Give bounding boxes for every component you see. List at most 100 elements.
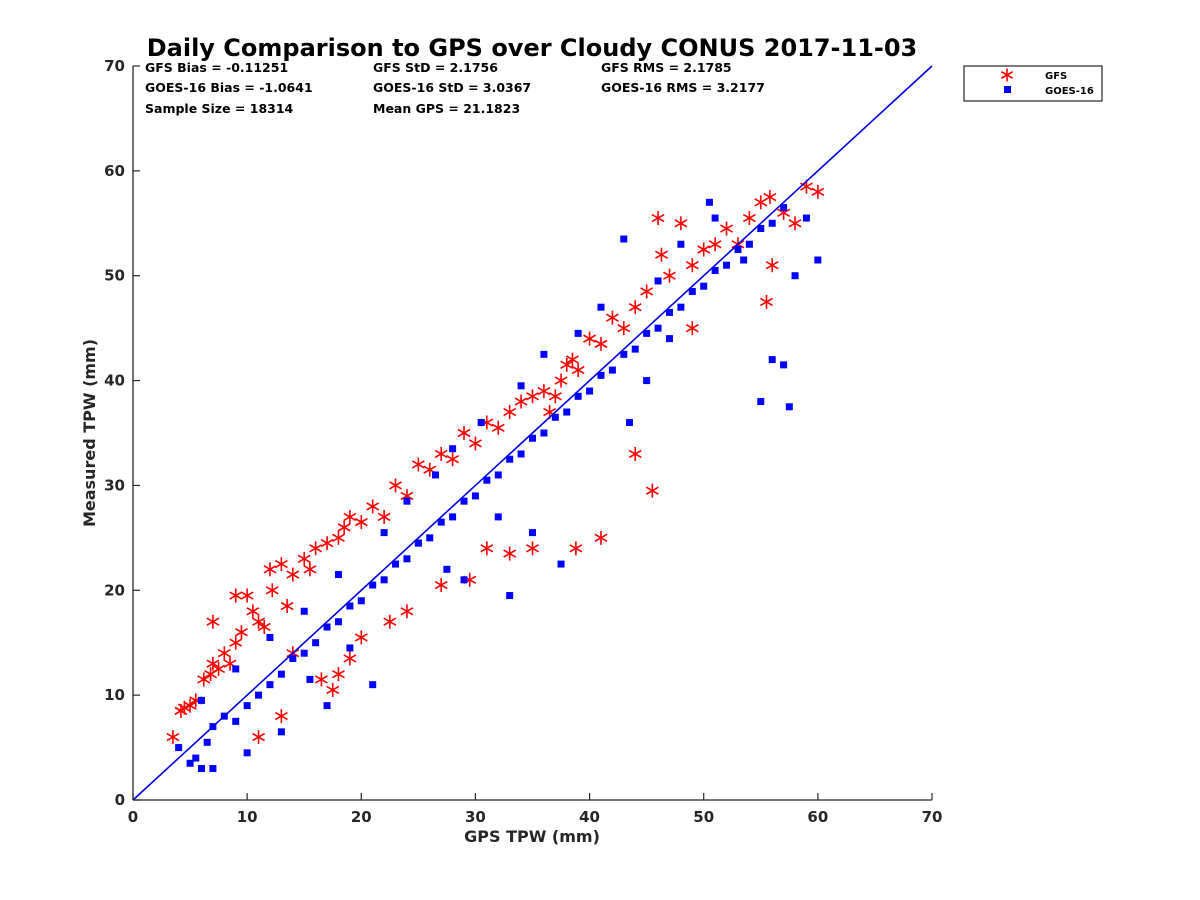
y-tick-label: 10 xyxy=(104,686,125,704)
goes-16-point xyxy=(209,765,217,773)
goes-16-point xyxy=(665,335,673,343)
goes-16-point xyxy=(477,419,485,427)
goes-16-point xyxy=(403,555,411,563)
goes-16-point xyxy=(346,644,354,652)
gfs-point xyxy=(569,541,583,556)
gfs-point xyxy=(537,384,551,399)
goes-16-point xyxy=(380,529,388,537)
goes-16-point xyxy=(563,408,571,416)
one-to-one-reference-line xyxy=(132,65,933,801)
goes-16-point xyxy=(529,434,536,442)
goes-16-point xyxy=(802,214,810,222)
goes-16-point xyxy=(677,303,685,311)
goes-16-point xyxy=(814,256,822,264)
goes-16-point xyxy=(232,665,240,673)
goes-16-point xyxy=(757,398,765,406)
gfs-point xyxy=(383,614,397,629)
goes-16-point xyxy=(711,214,719,222)
x-tick-label: 60 xyxy=(807,808,828,826)
goes-16-point xyxy=(403,497,411,505)
goes-16-point xyxy=(431,471,439,479)
gfs-point xyxy=(468,436,482,451)
gfs-point xyxy=(343,509,357,524)
goes-16-point xyxy=(449,513,457,521)
gfs-point xyxy=(343,651,357,666)
gfs-point xyxy=(366,499,380,514)
gfs-point xyxy=(331,530,345,545)
goes-16-point xyxy=(740,256,748,264)
gfs-point xyxy=(640,284,654,299)
gfs-point xyxy=(457,426,471,440)
gfs-point xyxy=(763,190,777,205)
gfs-point xyxy=(400,604,414,619)
gfs-point xyxy=(503,405,517,420)
goes-16-point xyxy=(312,639,320,647)
goes-16-point xyxy=(711,266,719,274)
gfs-point xyxy=(526,389,539,404)
goes-16-point xyxy=(243,702,251,710)
goes-16-point xyxy=(369,581,377,589)
goes-16-point xyxy=(620,350,628,358)
gfs-point xyxy=(234,625,248,640)
goes-16-point xyxy=(306,675,314,683)
goes-16-point xyxy=(449,445,457,453)
gfs-point xyxy=(514,394,528,409)
legend-asterisk xyxy=(1000,68,1014,82)
gfs-point xyxy=(257,619,271,634)
x-axis-label: GPS TPW (mm) xyxy=(464,827,600,846)
gfs-point xyxy=(663,268,676,283)
legend: GFS GOES-16 xyxy=(963,65,1103,102)
goes-16-point xyxy=(597,303,605,311)
gfs-point xyxy=(229,588,243,603)
goes-16-point xyxy=(460,576,468,584)
goes-16-point xyxy=(540,350,548,358)
gfs-point xyxy=(617,321,631,336)
gfs-point xyxy=(206,656,220,671)
gfs-point xyxy=(314,672,328,687)
gfs-point xyxy=(491,420,505,435)
gfs-point xyxy=(583,331,597,346)
stat-goes-rms: GOES-16 RMS = 3.2177 xyxy=(601,80,765,95)
legend-marker-gfs xyxy=(1000,68,1014,82)
gfs-point xyxy=(229,635,243,650)
gfs-point xyxy=(389,478,402,493)
goes-16-point xyxy=(626,419,634,427)
goes-16-point xyxy=(586,387,594,395)
goes-16-point xyxy=(620,235,628,243)
legend-marker-goes-16 xyxy=(1004,86,1011,93)
goes-16-point xyxy=(677,240,685,248)
goes-16-point xyxy=(323,702,331,710)
goes-16-point xyxy=(780,204,788,212)
gfs-point xyxy=(337,520,351,535)
y-tick-label: 70 xyxy=(104,57,125,75)
goes-16-point xyxy=(392,560,400,568)
y-tick-label: 20 xyxy=(104,581,125,599)
gfs-point xyxy=(697,242,711,257)
goes-16-point xyxy=(277,670,285,678)
y-tick-label: 0 xyxy=(115,791,125,809)
gfs-point xyxy=(446,452,460,467)
goes-16-point xyxy=(791,272,799,280)
stat-sample-size: Sample Size = 18314 xyxy=(145,101,294,116)
goes-16-point xyxy=(631,345,639,353)
gfs-point xyxy=(605,310,619,325)
goes-16-point xyxy=(608,366,616,374)
goes-16-point xyxy=(255,691,263,699)
goes-16-point xyxy=(471,492,479,500)
goes-16-point xyxy=(266,633,274,641)
y-axis-label: Measured TPW (mm) xyxy=(80,339,99,527)
goes-16-point xyxy=(517,450,525,458)
goes-16-point xyxy=(334,618,342,626)
goes-16-point xyxy=(700,282,708,290)
gfs-point xyxy=(760,294,773,309)
gfs-point xyxy=(326,682,340,697)
gfs-point xyxy=(765,258,779,273)
goes-16-point xyxy=(643,377,651,385)
stat-goes-std: GOES-16 StD = 3.0367 xyxy=(373,80,531,95)
goes-16-point xyxy=(175,744,183,752)
y-ticks: 0 10 20 30 40 50 60 70 xyxy=(104,57,140,809)
goes-16-point xyxy=(574,392,582,400)
axes: 0 10 20 30 40 50 60 70 0 10 20 30 40 50 60 70 xyxy=(104,57,942,826)
gfs-point xyxy=(263,562,277,577)
goes-16-point xyxy=(574,329,582,337)
